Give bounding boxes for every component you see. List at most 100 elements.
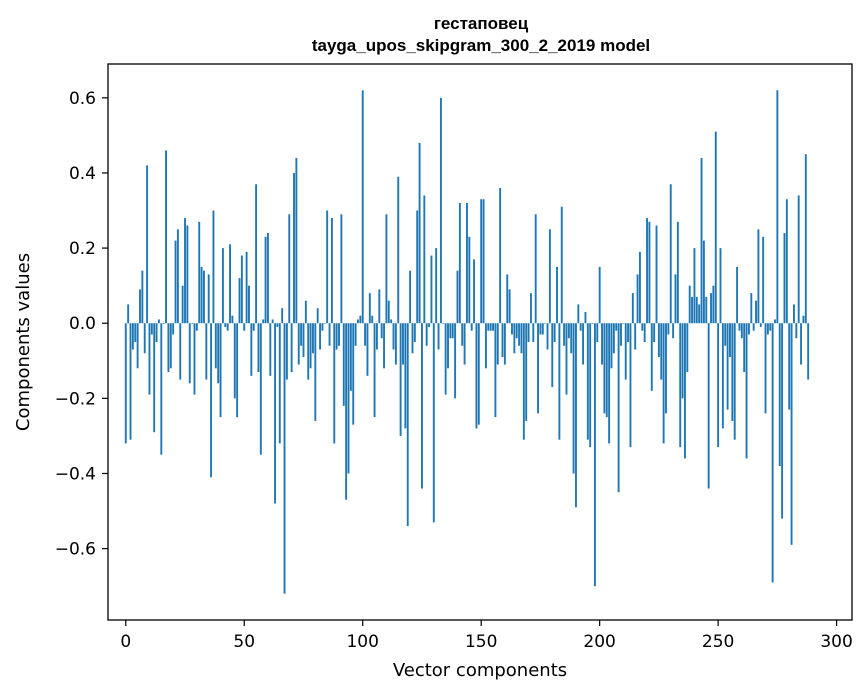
bar-24	[181, 285, 184, 324]
bar-179	[548, 229, 551, 324]
y-tick-label: 0.6	[69, 89, 96, 109]
bar-56	[257, 323, 260, 373]
bar-122	[413, 323, 416, 342]
bar-190	[575, 323, 577, 508]
bar-71	[293, 172, 295, 324]
bar-216	[636, 274, 639, 324]
bar-203	[605, 323, 608, 418]
bar-285	[800, 323, 803, 365]
bar-129	[430, 255, 433, 324]
y-tick-label: 0.2	[69, 239, 96, 259]
bar-75	[302, 323, 305, 358]
bar-225	[657, 323, 660, 358]
bar-266	[755, 300, 757, 324]
bar-253	[724, 323, 727, 346]
bar-124	[418, 142, 421, 324]
bar-9	[146, 165, 149, 324]
bar-21	[174, 240, 177, 324]
x-tick-label: 150	[465, 632, 497, 652]
bar-256	[731, 323, 734, 421]
bar-154	[489, 323, 492, 331]
y-tick-label: 0.4	[69, 164, 96, 184]
bar-47	[236, 323, 239, 418]
bar-207	[615, 323, 618, 331]
y-tick-label: −0.4	[55, 464, 96, 484]
bar-139	[454, 323, 457, 399]
bar-240	[693, 248, 696, 324]
bar-243	[700, 157, 703, 324]
bar-217	[638, 251, 641, 324]
bar-46	[233, 323, 236, 399]
bar-170	[527, 323, 530, 342]
bar-249	[714, 131, 717, 324]
bar-215	[634, 323, 637, 350]
bar-237	[686, 323, 689, 373]
bar-80	[314, 323, 317, 421]
bar-15	[160, 323, 163, 455]
bar-92	[342, 323, 345, 406]
bar-281	[790, 323, 793, 545]
bar-283	[795, 323, 798, 339]
bar-206	[612, 323, 615, 354]
bar-81	[316, 308, 319, 324]
bar-105	[373, 323, 376, 418]
bar-213	[629, 323, 632, 448]
y-tick-label: −0.6	[55, 540, 96, 560]
bar-189	[572, 323, 575, 474]
bar-173	[534, 214, 537, 324]
bar-33	[203, 270, 205, 324]
bar-235	[681, 323, 684, 399]
bar-117	[402, 323, 404, 365]
bar-142	[461, 323, 464, 346]
bar-226	[660, 323, 663, 380]
bar-85	[326, 210, 329, 324]
bar-148	[475, 323, 478, 429]
bar-149	[477, 323, 480, 425]
bar-18	[167, 323, 170, 373]
bar-89	[335, 323, 338, 350]
bar-272	[769, 323, 772, 331]
bar-37	[212, 210, 215, 324]
bar-180	[551, 323, 554, 388]
bar-258	[736, 266, 739, 324]
bar-88	[333, 323, 336, 444]
bar-44	[229, 244, 231, 324]
bar-228	[665, 323, 667, 414]
chart-subtitle: tayga_upos_skipgram_300_2_2019 model	[312, 36, 650, 55]
bar-187	[567, 323, 570, 339]
bar-156	[494, 323, 497, 418]
bar-153	[487, 323, 490, 331]
bar-34	[205, 323, 208, 380]
bar-126	[423, 195, 426, 324]
bar-150	[480, 199, 483, 324]
bar-282	[793, 304, 795, 324]
bar-239	[691, 296, 694, 324]
bar-51	[245, 251, 248, 324]
bar-114	[394, 323, 397, 365]
bar-241	[695, 296, 698, 324]
bar-107	[378, 289, 381, 324]
bars-group	[124, 90, 810, 594]
bar-32	[200, 266, 203, 324]
bar-111	[387, 300, 390, 324]
bar-138	[451, 323, 454, 339]
bar-22	[176, 229, 179, 324]
bar-49	[240, 255, 243, 324]
bar-137	[449, 323, 452, 339]
bar-264	[750, 293, 753, 324]
bar-79	[312, 323, 314, 354]
bar-159	[501, 323, 504, 358]
bar-270	[764, 323, 767, 414]
bar-172	[532, 323, 535, 342]
bar-145	[468, 236, 471, 324]
bar-2	[129, 323, 132, 440]
bar-63	[274, 323, 276, 504]
bar-132	[437, 323, 440, 350]
bar-147	[473, 259, 476, 324]
bar-6	[139, 289, 141, 324]
bar-259	[738, 323, 741, 331]
bar-31	[198, 221, 201, 324]
x-tick-label: 250	[702, 632, 734, 652]
bar-97	[354, 323, 357, 346]
